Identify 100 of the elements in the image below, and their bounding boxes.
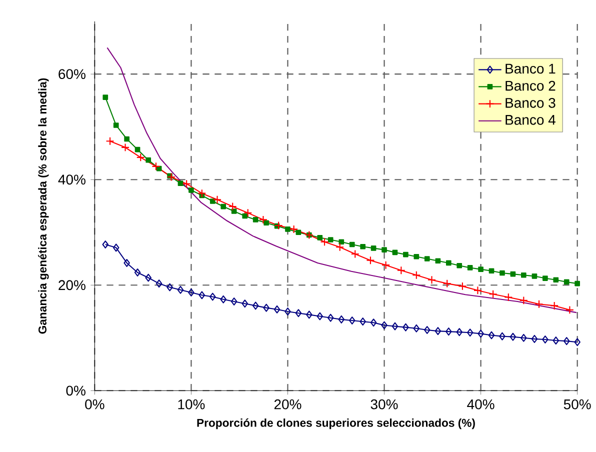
point (478, 266, 484, 272)
point (146, 157, 152, 163)
point (338, 239, 344, 245)
point (360, 318, 366, 326)
point (213, 195, 222, 204)
point (152, 162, 160, 171)
point (574, 280, 580, 286)
point (320, 238, 329, 246)
point (370, 246, 376, 251)
point (366, 256, 375, 265)
point (412, 270, 421, 280)
point (414, 254, 420, 260)
x-tick-label: 50% (564, 399, 591, 410)
point (413, 324, 420, 332)
point (564, 279, 570, 285)
point (510, 271, 516, 277)
point (136, 153, 145, 162)
point (542, 335, 548, 344)
point (327, 314, 334, 322)
point (113, 122, 119, 128)
point (134, 268, 141, 276)
point (182, 180, 191, 188)
point (427, 276, 436, 284)
point (244, 208, 252, 218)
x-axis-title: Proporción de clones superiores seleccionados (%) (197, 418, 475, 430)
y-axis-title: Ganancia genética esperada (% sobre la media) (38, 78, 49, 334)
point (542, 276, 548, 281)
point (306, 310, 312, 319)
point (285, 226, 290, 232)
point (467, 265, 473, 270)
x-tick-label: 10% (178, 399, 205, 410)
point (456, 328, 463, 336)
point (446, 328, 452, 336)
point (435, 258, 441, 264)
point (134, 146, 140, 152)
point (316, 312, 324, 320)
point (274, 221, 283, 230)
point (553, 277, 559, 283)
point (488, 331, 495, 340)
point (499, 332, 506, 340)
point (178, 180, 184, 186)
point (360, 244, 366, 250)
point (188, 187, 194, 193)
point (198, 189, 206, 198)
point (338, 315, 345, 324)
point (466, 328, 474, 337)
point (531, 334, 538, 343)
point (295, 309, 302, 318)
y-tick-label: 0% (66, 386, 86, 396)
point (166, 283, 173, 292)
point (563, 337, 570, 346)
point (532, 273, 538, 279)
point (424, 256, 430, 262)
point (264, 220, 269, 226)
point (263, 304, 270, 312)
point (124, 136, 130, 142)
point (402, 323, 409, 332)
point (396, 266, 406, 275)
point (350, 250, 360, 258)
point (102, 240, 109, 249)
point (252, 302, 259, 310)
x-tick-label: 0% (85, 399, 104, 410)
point (488, 290, 498, 298)
point (145, 274, 152, 282)
point (328, 237, 334, 242)
point (500, 270, 505, 276)
x-tick-label: 40% (467, 399, 494, 410)
point (106, 136, 114, 146)
point (552, 336, 560, 345)
point (565, 306, 574, 314)
point (209, 292, 216, 301)
point (228, 202, 237, 211)
point (520, 272, 526, 278)
point (220, 295, 226, 304)
legend-label: Banco 1 (506, 64, 556, 74)
point (382, 260, 390, 270)
point (381, 321, 388, 330)
point (550, 301, 559, 310)
line-series (106, 47, 577, 314)
point (252, 217, 258, 222)
point (478, 330, 484, 338)
point (424, 326, 430, 334)
point (534, 300, 544, 308)
point (348, 316, 356, 324)
point (510, 332, 516, 341)
point (403, 252, 408, 258)
point (284, 308, 291, 316)
point (296, 230, 302, 236)
legend-label: Banco 3 (506, 98, 556, 108)
point (488, 268, 494, 274)
point (520, 334, 527, 342)
point (124, 258, 130, 267)
y-tick-label: 20% (58, 280, 86, 290)
y-tick-label: 40% (58, 174, 86, 185)
point (519, 296, 528, 305)
point (230, 297, 238, 306)
point (336, 242, 344, 252)
point (198, 291, 206, 300)
point (167, 172, 176, 182)
x-tick-label: 20% (274, 399, 302, 410)
